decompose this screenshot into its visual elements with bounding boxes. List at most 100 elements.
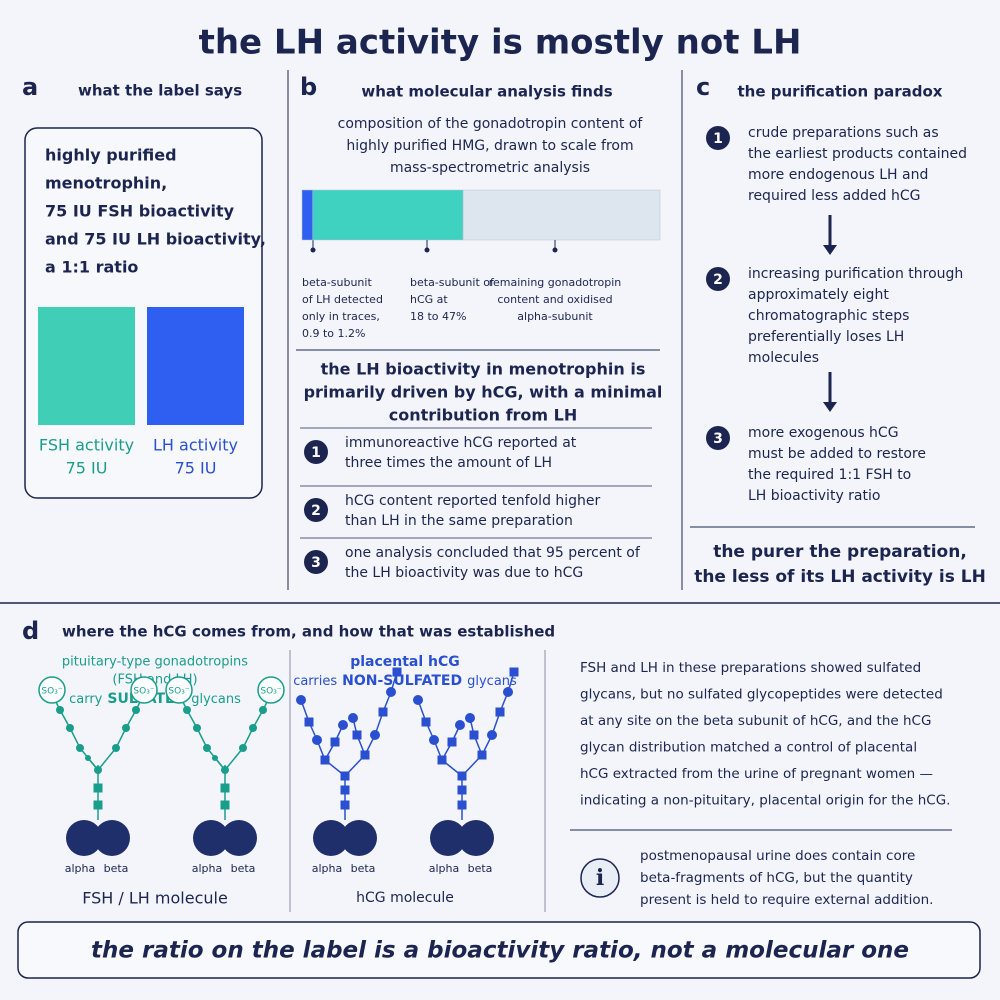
- item-text: the LH bioactivity was due to hCG: [345, 565, 583, 581]
- segment-label: content and oxidised: [497, 293, 612, 306]
- statement: the LH bioactivity in menotrophin is: [321, 360, 646, 379]
- item-text: required less added hCG: [748, 188, 920, 204]
- number-badge: [706, 267, 730, 291]
- glycan-circle: [338, 720, 348, 730]
- subunit-label: alpha: [65, 862, 96, 875]
- subunit-label: alpha: [192, 862, 223, 875]
- segment-label: hCG at: [410, 293, 448, 306]
- conclusion: the ratio on the label is a bioactivity …: [91, 938, 909, 964]
- label-text: highly purified: [45, 146, 177, 165]
- subunit: [66, 820, 102, 856]
- subunit-label: beta: [351, 862, 376, 875]
- sub-heading: placental hCG: [350, 654, 460, 670]
- panel-letter: d: [22, 617, 39, 645]
- label-text: a 1:1 ratio: [45, 258, 138, 277]
- caption: composition of the gonadotropin content …: [338, 116, 644, 132]
- item-text: must be added to restore: [748, 446, 926, 462]
- item-text: the required 1:1 FSH to: [748, 467, 911, 483]
- pointer-dot: [424, 247, 430, 253]
- number: 3: [311, 555, 321, 571]
- conclusion-box: [17, 921, 981, 979]
- panel-heading: what the label says: [78, 82, 242, 100]
- glycan-square: [457, 800, 467, 810]
- subunit: [193, 820, 229, 856]
- statement: the purer the preparation,: [713, 542, 967, 562]
- item-text: than LH in the same preparation: [345, 513, 573, 529]
- glycan-square: [220, 800, 230, 810]
- subunit-label: alpha: [312, 862, 343, 875]
- glycan-circle: [85, 755, 91, 761]
- segment-label: beta-subunit: [302, 276, 372, 289]
- molecule-caption: hCG molecule: [356, 890, 454, 906]
- pointer-dot: [552, 247, 558, 253]
- segment-label: only in traces,: [302, 310, 380, 323]
- statement: contribution from LH: [389, 406, 578, 425]
- activity-bar: [38, 307, 135, 425]
- panel-letter: b: [300, 73, 317, 101]
- page-title: the LH activity is mostly not LH: [199, 23, 802, 63]
- subunit: [341, 820, 377, 856]
- bar-value: 75 IU: [175, 459, 217, 478]
- glycan-circle: [455, 720, 465, 730]
- sulfate-label: SO₃⁻: [133, 687, 154, 697]
- item-text: LH bioactivity ratio: [748, 488, 880, 504]
- subunit: [430, 820, 466, 856]
- paragraph: glycans, but no sulfated glycopeptides w…: [580, 687, 943, 703]
- item-text: three times the amount of LH: [345, 455, 552, 471]
- glycan-circle: [296, 695, 306, 705]
- glycan-bond: [97, 747, 117, 771]
- sulfate-label: SO₃⁻: [41, 687, 62, 697]
- caption: mass-spectrometric analysis: [390, 160, 590, 176]
- note: postmenopausal urine does contain core: [640, 848, 915, 864]
- sulfate-label: SO₃⁻: [260, 687, 281, 697]
- glycan-square: [220, 783, 230, 793]
- word: glycans: [467, 674, 517, 689]
- bar-value: 75 IU: [66, 459, 108, 478]
- segment-label: alpha-subunit: [517, 310, 593, 323]
- item-text: more exogenous hCG: [748, 425, 899, 441]
- subunit-label: beta: [468, 862, 493, 875]
- statement: the less of its LH activity is LH: [694, 567, 986, 587]
- segment-label: 0.9 to 1.2%: [302, 327, 365, 340]
- item-text: the earliest products contained: [748, 146, 967, 162]
- panel-letter: a: [22, 73, 38, 101]
- caption: highly purified HMG, drawn to scale from: [346, 138, 633, 154]
- subunit: [313, 820, 349, 856]
- label-text: menotrophin,: [45, 174, 167, 193]
- glycan-circle: [212, 755, 218, 761]
- subunit: [458, 820, 494, 856]
- bar-label: FSH activity: [39, 436, 134, 455]
- item-text: preferentially loses LH: [748, 329, 904, 345]
- item-text: immunoreactive hCG reported at: [345, 435, 577, 451]
- paragraph: at any site on the beta subunit of hCG, …: [580, 713, 931, 729]
- glycan-square: [93, 800, 103, 810]
- word: carries: [293, 674, 337, 689]
- sub-heading: pituitary-type gonadotropins: [62, 655, 248, 670]
- number: 1: [713, 131, 723, 147]
- panel-letter: c: [696, 73, 710, 101]
- segment-label: of LH detected: [302, 293, 383, 306]
- panel-heading: where the hCG comes from, and how that w…: [62, 623, 555, 641]
- subunit-label: alpha: [429, 862, 460, 875]
- paragraph: glycan distribution matched a control of…: [580, 740, 917, 756]
- number: 2: [311, 503, 321, 519]
- word: carry: [69, 692, 103, 707]
- glycan-square: [457, 785, 467, 795]
- item-text: hCG content reported tenfold higher: [345, 493, 601, 509]
- segment-label: remaining gonadotropin: [489, 276, 622, 289]
- glycan-circle: [413, 695, 423, 705]
- note: present is held to require external addi…: [640, 892, 933, 908]
- arrow-head: [823, 402, 837, 412]
- paragraph: FSH and LH in these preparations showed …: [580, 660, 921, 676]
- item-text: chromatographic steps: [748, 308, 909, 324]
- glycan-circle: [465, 713, 475, 723]
- composition-segment: [462, 189, 661, 241]
- pointer-dot: [310, 247, 316, 253]
- molecule-caption: FSH / LH molecule: [82, 889, 228, 908]
- sulfate-label: SO₃⁻: [168, 687, 189, 697]
- sulfate: [257, 676, 285, 704]
- sulfate: [165, 676, 193, 704]
- bar-label: LH activity: [153, 436, 238, 455]
- number-badge: [304, 440, 328, 464]
- sulfate: [130, 676, 158, 704]
